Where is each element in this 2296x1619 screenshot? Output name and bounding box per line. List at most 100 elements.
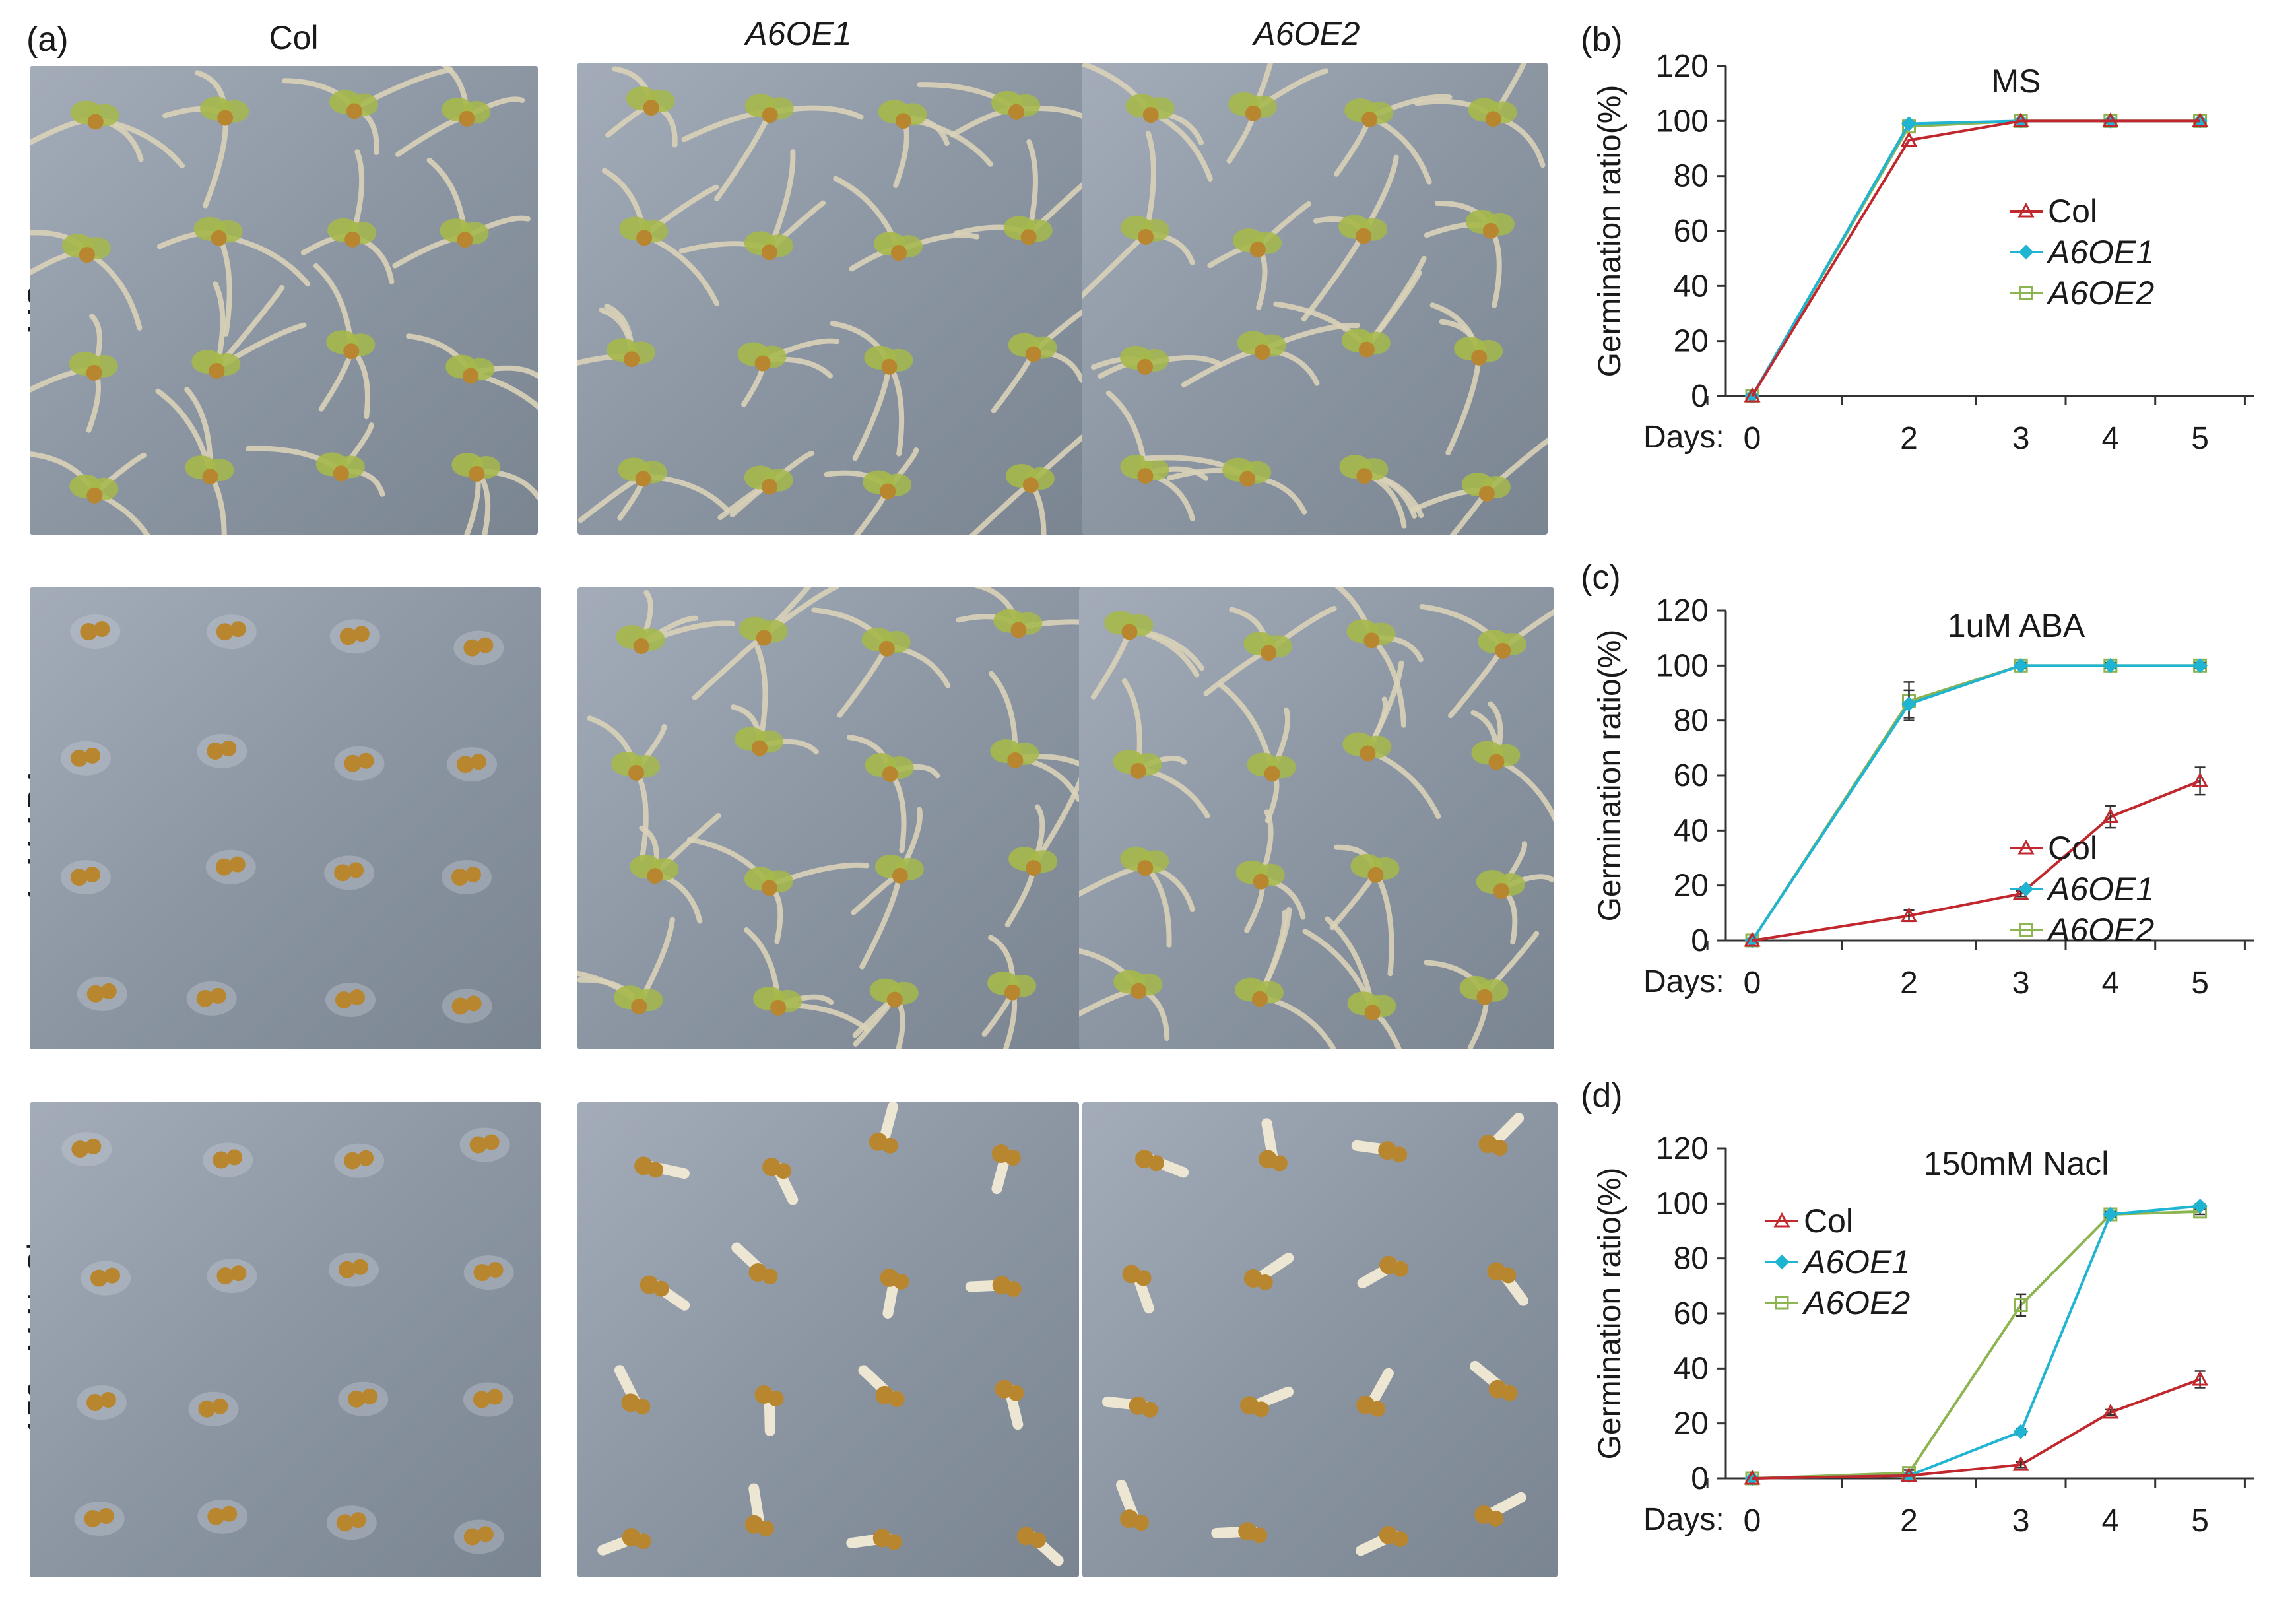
- data-point-a6oe1: [1901, 696, 1917, 712]
- seedling: [989, 671, 1082, 802]
- seedling: [156, 216, 311, 337]
- seed-cluster: [338, 1381, 389, 1416]
- seedling: [995, 1379, 1024, 1430]
- data-point-col: [2012, 112, 2029, 127]
- seedling: [601, 168, 720, 306]
- seed-cluster: [203, 1142, 253, 1177]
- seed-cluster: [77, 976, 127, 1011]
- seedling: [30, 230, 143, 331]
- seed-cluster: [453, 630, 504, 665]
- seedling: [1333, 94, 1453, 185]
- column-label-col: Col: [269, 19, 319, 56]
- seedling: [1429, 302, 1503, 456]
- seed-cluster: [61, 741, 112, 776]
- series-line-col: [1751, 119, 2200, 397]
- seedling: [744, 927, 870, 1033]
- panel-label-a: (a): [26, 20, 69, 59]
- legend-label-a6oe2: A6OE2: [1802, 1284, 1910, 1321]
- seedling: [30, 100, 185, 169]
- legend-label-col: Col: [1804, 1203, 1853, 1239]
- seedling: [1356, 1525, 1408, 1556]
- seedling: [1211, 1522, 1268, 1544]
- plate-nacl-a6oe2-background: [1082, 1102, 1558, 1577]
- x-tick-label: 5: [2191, 421, 2209, 456]
- error-bar: [2105, 1408, 2116, 1416]
- seedling: [678, 149, 826, 261]
- seedling: [846, 735, 940, 853]
- plate-ms-a6oe2: [1082, 63, 1548, 535]
- y-tick-label: 80: [1674, 704, 1709, 739]
- seedling: [1234, 907, 1336, 1049]
- error-bar: [2016, 1461, 2027, 1469]
- x-axis-prefix-label: Days:: [1643, 964, 1724, 999]
- seed-cluster: [442, 989, 492, 1024]
- legend-marker-col: [2017, 839, 2035, 855]
- seed-cluster: [442, 860, 492, 895]
- data-point-col: [1900, 131, 1918, 147]
- seed-cluster: [60, 860, 111, 895]
- data-point-a6oe1: [2103, 1206, 2118, 1222]
- chart-title: 1uM ABA: [1948, 607, 2085, 644]
- y-tick-label: 120: [1656, 49, 1709, 84]
- seedling: [953, 139, 1086, 246]
- seedling: [869, 1102, 898, 1154]
- seedling: [1226, 63, 1329, 164]
- seedling: [1090, 345, 1223, 380]
- seedling: [300, 149, 395, 284]
- seedling: [587, 715, 667, 862]
- chart-d: 0 20 40 60 80 100 120 0 2 3 4 5 Days: Germination rat…: [1581, 1131, 2280, 1610]
- seed-cluster: [459, 1127, 510, 1162]
- legend-marker-a6oe1: [1774, 1254, 1790, 1270]
- seedling: [1410, 437, 1548, 535]
- y-tick-label: 80: [1674, 159, 1709, 194]
- seedling: [1419, 604, 1554, 719]
- plate-nacl-col: [30, 1102, 541, 1577]
- seedling: [1082, 63, 1213, 182]
- legend-marker-a6oe2: [2019, 923, 2033, 937]
- seed-cluster: [207, 1259, 257, 1294]
- y-tick-label: 100: [1656, 648, 1709, 683]
- plate-aba-a6oe1-image: [577, 587, 1082, 1049]
- data-point-col: [1900, 907, 1918, 922]
- panel-label-c: (c): [1581, 558, 1621, 597]
- y-axis-label: Germination ratio(%): [1592, 1168, 1627, 1460]
- x-tick-label: 3: [2012, 1503, 2030, 1538]
- data-point-a6oe1: [1901, 116, 1917, 131]
- seedling: [851, 807, 924, 970]
- seedling: [1478, 1113, 1525, 1156]
- seedling: [162, 70, 249, 209]
- y-tick-label: 80: [1674, 1241, 1709, 1276]
- seedling: [1203, 605, 1337, 696]
- seedling: [1079, 847, 1195, 948]
- seedling: [451, 452, 538, 535]
- legend-marker-a6oe2: [1775, 1296, 1789, 1310]
- seedling: [1474, 1492, 1526, 1527]
- seedling: [737, 338, 840, 407]
- seedling: [1273, 255, 1427, 358]
- data-point-a6oe1: [2013, 657, 2029, 673]
- seedling: [406, 333, 538, 411]
- seed-cluster: [334, 746, 385, 781]
- x-tick-label: 5: [2191, 966, 2209, 1001]
- seedling: [956, 587, 1082, 638]
- plate-aba-col: [30, 587, 541, 1049]
- seedling: [965, 1276, 1022, 1298]
- legend-label-a6oe2: A6OE2: [2046, 275, 2154, 312]
- seedling: [1090, 611, 1204, 700]
- seedling: [880, 1268, 909, 1319]
- data-point-col: [1744, 387, 1761, 403]
- seedling: [731, 645, 819, 756]
- seedling: [846, 1529, 902, 1550]
- x-tick-label: 0: [1744, 421, 1761, 456]
- seed-cluster: [186, 981, 237, 1016]
- y-tick-label: 20: [1674, 1406, 1709, 1441]
- y-tick-label: 60: [1674, 214, 1709, 249]
- seedling: [969, 430, 1086, 535]
- seed-cluster: [76, 1385, 127, 1420]
- seedling: [191, 281, 307, 379]
- seedling: [605, 66, 678, 148]
- chart-title: 150mM Nacl: [1924, 1145, 2109, 1182]
- seed-cluster: [463, 1255, 514, 1290]
- plate-nacl-col-image: [30, 1102, 541, 1577]
- legend-label-col: Col: [2048, 830, 2097, 867]
